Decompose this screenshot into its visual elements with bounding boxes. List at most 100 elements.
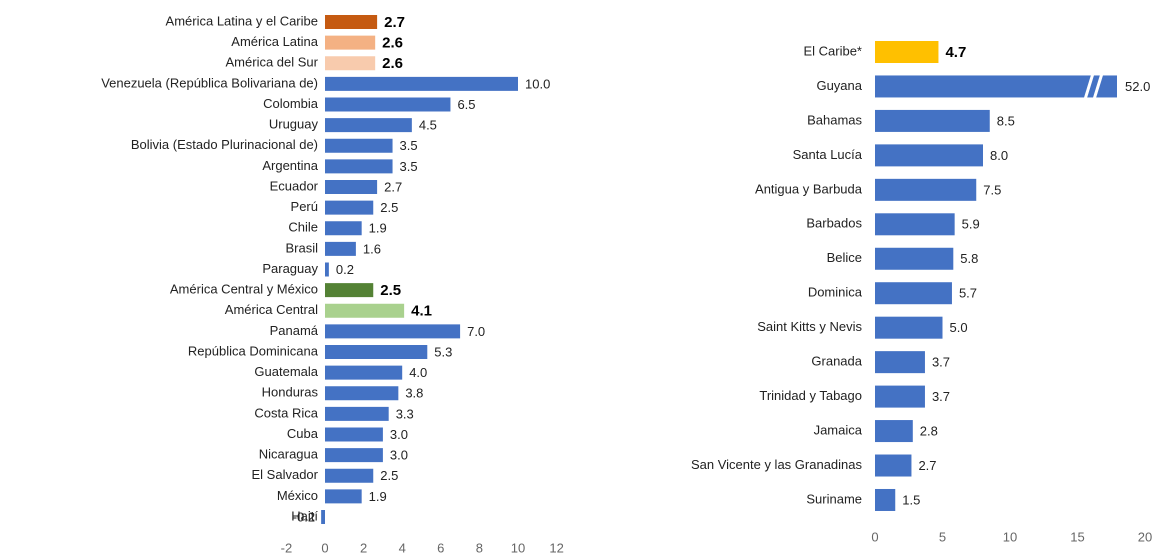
bar: [325, 118, 412, 133]
x-tick-label: 8: [476, 540, 483, 555]
category-label: Bolivia (Estado Plurinacional de): [131, 137, 318, 152]
value-label: 5.3: [434, 344, 452, 359]
x-tick-label: 5: [939, 529, 946, 544]
category-label: Ecuador: [270, 178, 319, 193]
category-label: Colombia: [263, 96, 319, 111]
value-label: 2.6: [382, 55, 403, 72]
value-label: 3.0: [390, 427, 408, 442]
category-label: Cuba: [287, 426, 319, 441]
bar: [325, 262, 329, 277]
bar: [325, 386, 399, 401]
value-label: 3.7: [932, 355, 950, 370]
axis-break: [1083, 73, 1095, 100]
value-label: 6.5: [457, 97, 475, 112]
bar: [325, 221, 362, 236]
value-label: 2.5: [380, 282, 401, 299]
category-label: Uruguay: [269, 117, 319, 132]
value-label: 3.7: [932, 389, 950, 404]
value-label: 2.5: [380, 200, 398, 215]
x-tick-label: 10: [511, 540, 525, 555]
bar: [875, 351, 925, 374]
bar: [875, 75, 1117, 98]
category-label: El Salvador: [252, 467, 319, 482]
value-label: 3.5: [400, 159, 418, 174]
value-label: 4.0: [409, 365, 427, 380]
bar: [875, 385, 925, 408]
category-label: San Vicente y las Granadinas: [691, 457, 863, 472]
category-label: Paraguay: [262, 261, 318, 276]
value-label: 5.0: [950, 320, 968, 335]
bar: [875, 247, 954, 270]
bar: [875, 488, 896, 511]
category-label: Honduras: [262, 385, 319, 400]
category-label: Guyana: [816, 78, 862, 93]
category-label: Perú: [291, 199, 318, 214]
value-label: 4.7: [945, 44, 966, 61]
x-tick-label: 10: [1003, 529, 1017, 544]
value-label: 5.9: [962, 217, 980, 232]
x-tick-label: 12: [549, 540, 563, 555]
category-label: Brasil: [285, 240, 318, 255]
value-label: 2.7: [384, 179, 402, 194]
category-label: Dominica: [808, 285, 863, 300]
category-label: Chile: [288, 220, 318, 235]
category-label: Belice: [827, 250, 862, 265]
value-label: 52.0: [1125, 79, 1150, 94]
bars: [875, 41, 1117, 511]
category-label: Argentina: [262, 158, 318, 173]
category-label: América del Sur: [226, 55, 319, 70]
x-tick-label: 20: [1138, 529, 1152, 544]
value-label: 3.8: [405, 386, 423, 401]
value-label: -0.2: [293, 509, 315, 524]
value-label: 8.0: [990, 148, 1008, 163]
bar: [325, 283, 374, 298]
value-label: 0.2: [336, 262, 354, 277]
bar: [325, 489, 362, 504]
bars: [321, 15, 518, 524]
value-label: 2.7: [384, 14, 405, 31]
bar: [875, 144, 983, 167]
value-label: 3.3: [396, 406, 414, 421]
category-label: México: [277, 488, 318, 503]
bar: [325, 76, 518, 91]
value-label: 2.5: [380, 468, 398, 483]
category-label: América Central y México: [170, 282, 318, 297]
axis-break: [1092, 73, 1104, 100]
category-label: Nicaragua: [259, 447, 319, 462]
value-label: 3.5: [400, 138, 418, 153]
category-label: Haití: [291, 508, 318, 523]
bar: [325, 324, 461, 339]
bar: [325, 448, 383, 463]
value-label: 2.6: [382, 35, 403, 52]
value-label: 5.7: [959, 286, 977, 301]
bar: [325, 56, 376, 71]
category-label: El Caribe*: [803, 43, 862, 58]
bar: [325, 345, 428, 359]
category-label: Granada: [811, 354, 862, 369]
bar: [875, 213, 955, 236]
value-label: 1.5: [902, 492, 920, 507]
bar: [325, 97, 451, 112]
bar: [875, 109, 990, 132]
x-tick-label: 0: [871, 529, 878, 544]
value-label: 2.8: [920, 423, 938, 438]
bar: [325, 200, 374, 215]
bar: [875, 316, 943, 339]
bar: [875, 41, 939, 63]
bar: [321, 510, 325, 524]
category-label: Barbados: [806, 216, 862, 231]
category-label: Antigua y Barbuda: [755, 181, 863, 196]
category-label: Santa Lucía: [793, 147, 863, 162]
category-label: Guatemala: [254, 364, 318, 379]
value-label: 1.6: [363, 241, 381, 256]
bar: [325, 365, 403, 380]
category-label: Trinidad y Tabago: [759, 388, 862, 403]
bar: [325, 468, 374, 483]
value-label: 5.8: [960, 251, 978, 266]
category-label: Bahamas: [807, 112, 862, 127]
bar: [325, 159, 393, 174]
value-label: 7.5: [983, 182, 1001, 197]
bar: [325, 180, 378, 194]
x-tick-label: -2: [281, 540, 293, 555]
